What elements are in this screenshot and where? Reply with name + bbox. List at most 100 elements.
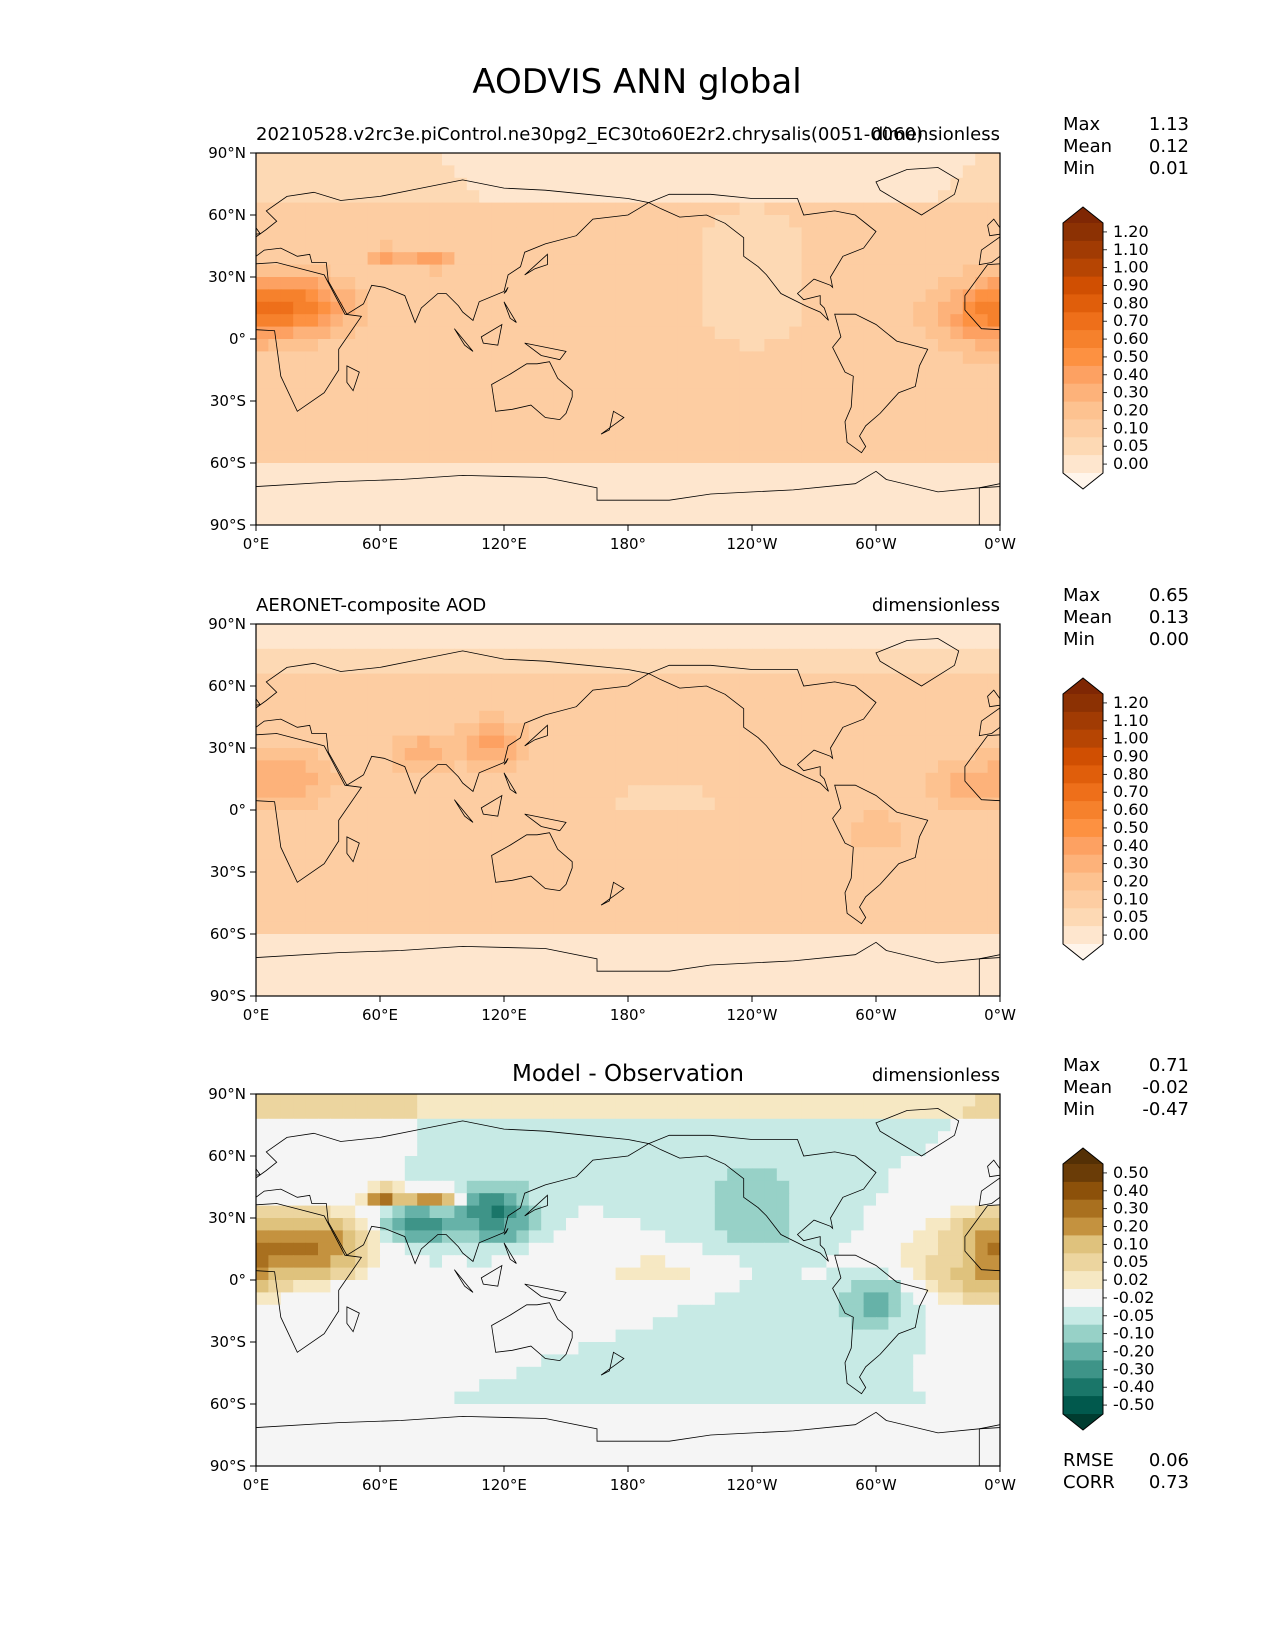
field-cell [789, 847, 803, 861]
field-cell [590, 1156, 604, 1169]
field-cell [442, 326, 455, 340]
field-cell [752, 909, 765, 923]
field-cell [318, 314, 331, 328]
field-cell [603, 351, 617, 365]
field-cell [739, 1143, 753, 1157]
field-cell [863, 834, 877, 848]
colorbar-segment [1063, 223, 1103, 242]
field-cell [516, 1267, 530, 1281]
field-cell [318, 512, 331, 525]
coastlines-ref [256, 638, 1000, 996]
field-cell [851, 896, 865, 910]
field-cell [318, 339, 331, 352]
field-cell [752, 748, 765, 761]
field-cell [950, 351, 964, 365]
field-cell [776, 859, 790, 873]
field-cell [727, 512, 741, 525]
field-cell [404, 376, 418, 390]
field-cell [404, 475, 418, 489]
field-cell [442, 1218, 455, 1231]
field-cell [950, 1242, 964, 1256]
field-cell [962, 785, 976, 799]
field-cell [491, 648, 505, 662]
field-cell [665, 1131, 679, 1145]
field-cell [305, 921, 319, 935]
field-cell [603, 177, 617, 191]
field-cell [628, 735, 641, 749]
field-cell [962, 1193, 976, 1207]
field-cell [417, 896, 431, 910]
colorbar-extend-min [1063, 473, 1103, 489]
field-cell [913, 884, 927, 898]
field-cell [590, 1230, 604, 1244]
field-cell [380, 512, 393, 525]
field-cell [454, 215, 468, 228]
field-cell [603, 1106, 617, 1120]
field-cell [776, 363, 790, 377]
field-cell [789, 1317, 803, 1331]
field-cell [268, 165, 282, 179]
field-cell [900, 884, 914, 898]
field-cell [888, 822, 902, 836]
field-cell [913, 351, 927, 365]
field-cell [739, 1218, 753, 1231]
field-cell [739, 314, 753, 328]
field-cell [280, 165, 294, 179]
field-cell [454, 983, 468, 996]
field-cell [268, 810, 282, 823]
field-cell [342, 909, 356, 923]
field-cell [528, 1292, 542, 1306]
field-cell [305, 1193, 319, 1207]
field-cell [975, 339, 989, 352]
field-cell [318, 797, 331, 811]
field-cell [479, 636, 493, 650]
field-cell [367, 314, 381, 328]
field-cell [764, 958, 778, 972]
field-cell [268, 450, 282, 464]
field-cell [615, 314, 629, 328]
field-cell [318, 215, 331, 228]
field-cell [380, 376, 393, 390]
field-cell [826, 1218, 840, 1231]
field-cell [380, 971, 393, 985]
field-cell [752, 958, 765, 972]
field-cell [380, 1131, 393, 1145]
field-cell [578, 810, 592, 823]
field-cell [504, 946, 517, 960]
field-cell [900, 710, 914, 724]
field-cell [950, 723, 964, 737]
field-cell [702, 376, 716, 390]
field-cell [615, 1242, 629, 1256]
field-cell [851, 487, 865, 501]
field-cell [851, 934, 865, 947]
field-cell [702, 1280, 716, 1293]
field-cell [268, 760, 282, 774]
field-cell [318, 500, 331, 514]
field-cell [739, 648, 753, 662]
field-cell [578, 946, 592, 960]
field-cell [801, 487, 815, 501]
field-cell [479, 351, 493, 365]
field-cell [590, 413, 604, 427]
field-cell [330, 153, 344, 166]
field-cell [752, 215, 765, 228]
field-cell [702, 785, 716, 799]
field-cell [913, 859, 927, 873]
field-cell [814, 153, 827, 166]
field-cell [814, 512, 827, 525]
field-cell [665, 339, 679, 352]
field-cell [838, 1218, 852, 1231]
field-cell [900, 971, 914, 985]
field-cell [876, 153, 889, 166]
field-cell [987, 1193, 1000, 1207]
field-cell [665, 698, 679, 712]
field-cell [454, 1143, 468, 1157]
field-cell [789, 636, 803, 650]
field-cell [491, 859, 505, 873]
field-cell [776, 1218, 790, 1231]
field-cell [938, 1255, 951, 1269]
field-cell [838, 822, 852, 836]
field-cell [950, 810, 964, 823]
field-cell [256, 735, 269, 749]
field-cell [541, 1205, 555, 1219]
